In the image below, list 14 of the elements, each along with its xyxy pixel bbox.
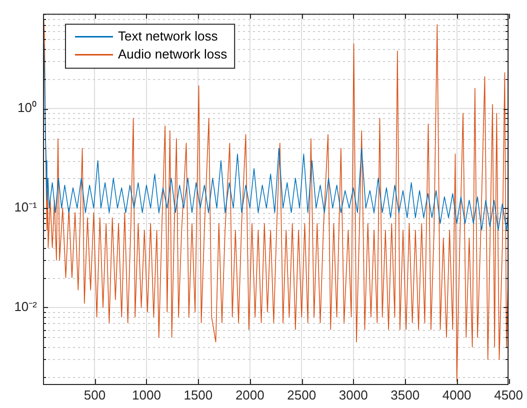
y-tick-label: 10⁻² — [14, 299, 38, 314]
x-tick-label: 3500 — [390, 387, 420, 402]
x-tick-label: 4000 — [442, 387, 472, 402]
x-tick-label: 3000 — [338, 387, 368, 402]
x-tick-label: 4500 — [494, 387, 523, 402]
y-tick-label: 10⁻¹ — [14, 200, 38, 215]
x-tick-label: 2500 — [287, 387, 316, 402]
x-tick-label: 500 — [84, 387, 106, 402]
legend-label: Audio network loss — [118, 46, 228, 62]
legend-label: Text network loss — [118, 28, 218, 44]
x-tick-label: 1500 — [184, 387, 213, 402]
x-tick-label: 1000 — [132, 387, 161, 402]
x-tick-label: 2000 — [235, 387, 264, 402]
y-tick-label: 10⁰ — [18, 100, 37, 116]
